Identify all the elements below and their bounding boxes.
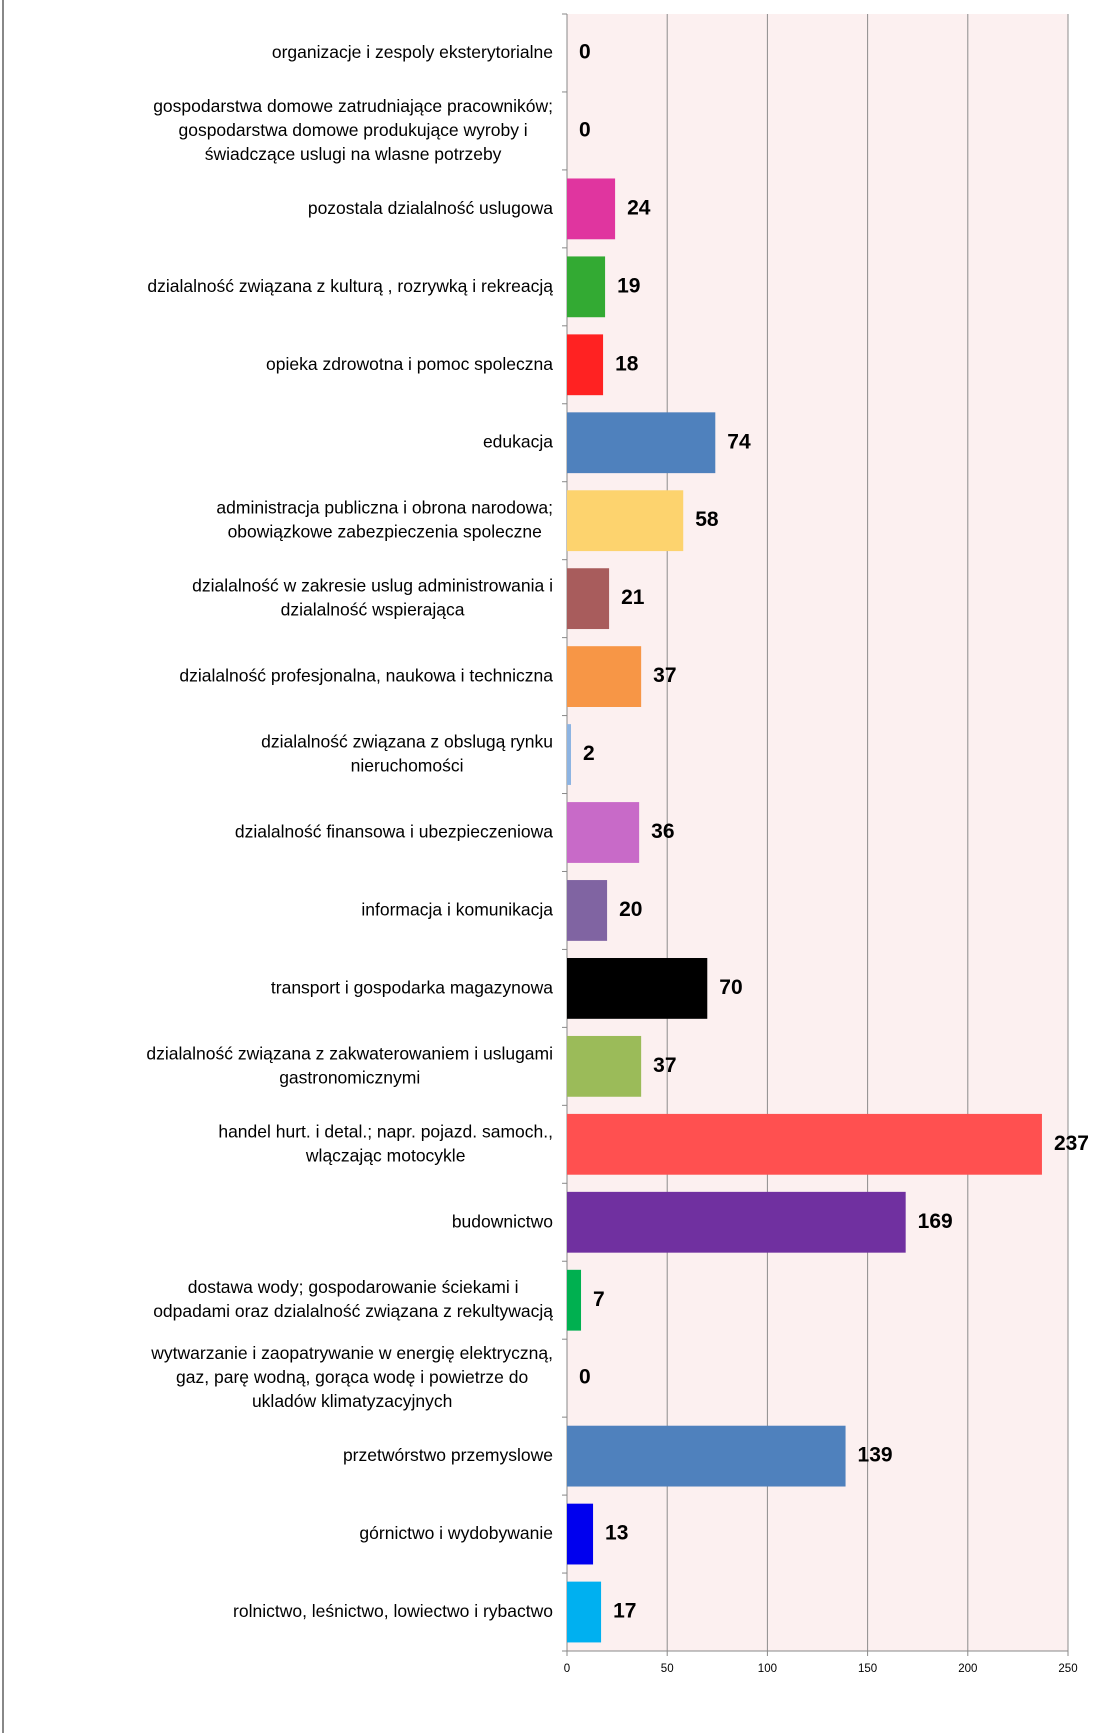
y-tick-label: administracja publiczna i obrona narodow… <box>216 497 553 541</box>
data-label: 24 <box>627 196 651 219</box>
bar <box>567 178 616 240</box>
data-label: 139 <box>858 1444 893 1467</box>
data-label: 2 <box>583 742 595 765</box>
bar <box>567 1191 906 1253</box>
y-tick-label: dzialalność związana z zakwaterowaniem i… <box>146 1043 553 1087</box>
y-tick-label: dzialalność profesjonalna, naukowa i tec… <box>179 665 553 685</box>
data-label: 21 <box>621 586 645 609</box>
data-label: 169 <box>918 1210 953 1233</box>
y-tick-label: transport i gospodarka magazynowa <box>271 977 553 997</box>
bar <box>567 412 716 474</box>
data-label: 7 <box>593 1288 605 1311</box>
data-label: 37 <box>653 1054 676 1077</box>
data-label: 18 <box>615 352 639 375</box>
x-tick-label: 50 <box>661 1663 674 1675</box>
data-label: 13 <box>605 1522 628 1545</box>
data-label: 19 <box>617 274 640 297</box>
y-tick-label: dzialalność związana z obslugą rynku nier… <box>261 731 553 775</box>
bar <box>567 724 572 785</box>
y-tick-label: górnictwo i wydobywanie <box>359 1523 553 1543</box>
bar <box>567 880 608 941</box>
y-tick-label: dzialalność związana z kulturą , rozrywk… <box>147 275 553 295</box>
bar <box>567 802 640 863</box>
bar <box>567 1113 1042 1175</box>
bar <box>567 1503 594 1565</box>
bar <box>567 1035 642 1097</box>
x-tick-label: 200 <box>958 1663 977 1675</box>
data-label: 0 <box>579 41 591 64</box>
bar <box>567 490 684 552</box>
bar <box>567 958 708 1019</box>
y-tick-label: wytwarzanie i zaopatrywanie w energię el… <box>150 1343 553 1411</box>
y-tick-label: przetwórstwo przemyslowe <box>343 1445 553 1465</box>
y-tick-label: handel hurt. i detal.; napr. pojazd. sam… <box>218 1121 553 1165</box>
bar <box>567 1425 846 1487</box>
bar <box>567 256 606 318</box>
y-tick-label: organizacje i zespoly eksterytorialne <box>272 42 553 62</box>
x-tick-label: 250 <box>1058 1663 1077 1675</box>
data-label: 58 <box>695 508 719 531</box>
x-tick-label: 100 <box>758 1663 777 1675</box>
y-tick-label: informacja i komunikacja <box>361 899 553 919</box>
y-tick-label: dzialalność finansowa i ubezpieczeniowa <box>235 821 553 841</box>
y-tick-label: rolnictwo, leśnictwo, lowiectwo i rybact… <box>233 1601 553 1621</box>
bar <box>567 334 604 396</box>
y-tick-label: edukacja <box>483 431 553 451</box>
y-tick-label: opieka zdrowotna i pomoc spoleczna <box>266 353 553 373</box>
y-tick-label: pozostala dzialalność uslugowa <box>308 198 553 218</box>
data-label: 70 <box>719 976 742 999</box>
plot-area <box>567 14 1068 1651</box>
y-tick-label: gospodarstwa domowe zatrudniające pracow… <box>153 96 553 164</box>
y-tick-label: dzialalność w zakresie uslug administrow… <box>192 575 553 619</box>
bar <box>567 1269 582 1331</box>
data-label: 0 <box>579 118 591 141</box>
data-label: 37 <box>653 664 676 687</box>
data-label: 36 <box>651 820 674 843</box>
x-tick-label: 150 <box>858 1663 877 1675</box>
bar <box>567 646 642 707</box>
x-tick-label: 0 <box>564 1663 570 1675</box>
bar <box>567 568 610 630</box>
data-label: 17 <box>613 1600 636 1623</box>
data-label: 237 <box>1054 1132 1089 1155</box>
data-label: 74 <box>727 430 751 453</box>
data-label: 20 <box>619 898 642 921</box>
bar <box>567 1581 602 1643</box>
y-tick-label: budownictwo <box>452 1211 553 1231</box>
data-label: 0 <box>579 1366 591 1389</box>
